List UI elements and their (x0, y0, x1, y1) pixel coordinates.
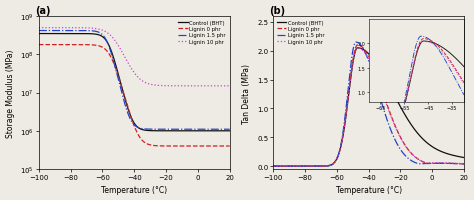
Line: Lignin 10 phr: Lignin 10 phr (273, 49, 464, 166)
Lignin 1.5 phr (270, 165, 276, 168)
Legend: Control (BHT), Lignin 0 phr, Lignin 1.5 phr, Lignin 10 phr: Control (BHT), Lignin 0 phr, Lignin 1.5 … (177, 20, 227, 46)
Line: Control (BHT): Control (BHT) (273, 49, 464, 166)
Lignin 0 phr (282, 165, 288, 168)
Line: Lignin 0 phr: Lignin 0 phr (39, 45, 230, 146)
Control (BHT) (392, 96, 398, 98)
Lignin 1.5 phr (415, 163, 421, 165)
Lignin 0 phr (355, 45, 360, 47)
Line: Lignin 1.5 phr: Lignin 1.5 phr (273, 43, 464, 166)
Control (BHT) (270, 165, 276, 168)
Control (BHT) (461, 157, 467, 159)
Text: (b): (b) (269, 6, 285, 15)
Lignin 1.5 phr (386, 125, 392, 127)
Lignin 0 phr (461, 163, 467, 165)
Lignin 10 phr (270, 165, 276, 168)
Lignin 1.5 phr (461, 163, 467, 165)
Control (BHT) (152, 130, 157, 132)
Control (BHT) (382, 77, 387, 80)
Lignin 0 phr (392, 124, 398, 127)
Lignin 10 phr (355, 47, 360, 50)
Lignin 10 phr (147, 83, 153, 86)
Lignin 1.5 phr (392, 139, 398, 141)
Lignin 10 phr (461, 163, 467, 165)
Y-axis label: Storage Modulus (MPa): Storage Modulus (MPa) (6, 49, 15, 137)
Lignin 1.5 phr (181, 128, 186, 131)
Lignin 1.5 phr (201, 128, 206, 131)
Control (BHT) (48, 33, 54, 36)
Lignin 10 phr (386, 111, 392, 114)
Control (BHT) (282, 165, 288, 168)
Lignin 0 phr (157, 145, 163, 147)
Text: (a): (a) (35, 6, 50, 15)
Legend: Control (BHT), Lignin 0 phr, Lignin 1.5 phr, Lignin 10 phr: Control (BHT), Lignin 0 phr, Lignin 1.5 … (276, 20, 326, 46)
Lignin 10 phr (435, 162, 440, 164)
Y-axis label: Tan Delta (MPa): Tan Delta (MPa) (243, 63, 251, 123)
Lignin 1.5 phr (435, 162, 440, 165)
Lignin 10 phr (152, 84, 157, 87)
Lignin 1.5 phr (227, 128, 233, 131)
Line: Lignin 1.5 phr: Lignin 1.5 phr (39, 31, 230, 130)
Lignin 0 phr (201, 145, 206, 147)
Lignin 10 phr (48, 27, 54, 30)
Control (BHT) (201, 130, 206, 132)
Lignin 10 phr (382, 97, 387, 100)
Lignin 10 phr (392, 125, 398, 128)
Lignin 0 phr (386, 110, 392, 112)
Lignin 1.5 phr (157, 128, 163, 131)
Control (BHT) (227, 130, 233, 132)
Lignin 0 phr (48, 44, 54, 47)
Lignin 1.5 phr (353, 42, 359, 44)
Control (BHT) (147, 130, 153, 132)
Control (BHT) (415, 133, 421, 135)
Line: Lignin 10 phr: Lignin 10 phr (39, 28, 230, 86)
Lignin 0 phr (36, 44, 42, 47)
Lignin 1.5 phr (282, 165, 288, 168)
X-axis label: Temperature (°C): Temperature (°C) (336, 186, 401, 194)
Control (BHT) (386, 85, 392, 87)
Lignin 0 phr (382, 96, 387, 98)
Control (BHT) (355, 47, 360, 50)
Lignin 0 phr (227, 145, 233, 147)
Line: Lignin 0 phr: Lignin 0 phr (273, 46, 464, 166)
Lignin 1.5 phr (36, 30, 42, 33)
Lignin 1.5 phr (147, 128, 153, 131)
Control (BHT) (181, 130, 186, 132)
Control (BHT) (157, 130, 163, 132)
Lignin 0 phr (415, 158, 421, 160)
Lignin 1.5 phr (152, 128, 157, 131)
Lignin 10 phr (36, 27, 42, 30)
Lignin 0 phr (435, 162, 440, 165)
Control (BHT) (36, 33, 42, 36)
X-axis label: Temperature (°C): Temperature (°C) (101, 186, 167, 194)
Lignin 0 phr (147, 144, 153, 146)
Lignin 10 phr (227, 85, 233, 88)
Control (BHT) (435, 149, 440, 151)
Lignin 10 phr (157, 85, 163, 87)
Lignin 1.5 phr (382, 110, 387, 113)
Line: Control (BHT): Control (BHT) (39, 34, 230, 131)
Lignin 1.5 phr (48, 30, 54, 33)
Lignin 0 phr (152, 145, 157, 147)
Lignin 10 phr (181, 85, 186, 88)
Lignin 10 phr (282, 165, 288, 168)
Lignin 0 phr (181, 145, 186, 147)
Lignin 0 phr (270, 165, 276, 168)
Lignin 10 phr (415, 158, 421, 161)
Lignin 10 phr (201, 85, 206, 88)
